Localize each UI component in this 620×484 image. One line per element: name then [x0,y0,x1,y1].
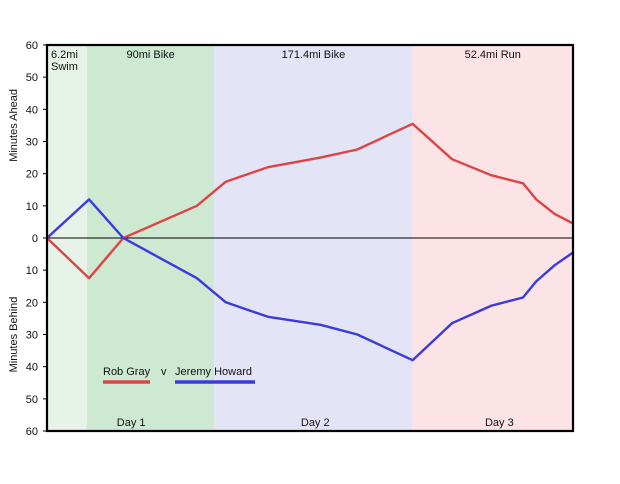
legend-separator: v [161,366,167,378]
day-labels: Day 1 Day 2 Day 3 [117,417,514,429]
y-tick-label-9: 30 [26,330,38,342]
series-line-1 [45,198,575,362]
y-tick-label-11: 50 [26,394,38,406]
stage-label-1: 90mi Bike [126,49,174,61]
stage-label-3: 52.4mi Run [465,49,521,61]
y-axis-label-behind: Minutes Behind [8,297,20,373]
y-tick-label-0: 60 [26,40,38,52]
stage-label-0-line2: Swim [51,61,78,73]
day-label-1: Day 2 [301,417,330,429]
y-tick-label-2: 40 [26,104,38,116]
y-tick-label-5: 10 [26,201,38,213]
y-tick-label-6: 0 [32,233,38,245]
series-lines [45,122,575,362]
y-tick-label-10: 40 [26,362,38,374]
y-tick-label-3: 30 [26,137,38,149]
y-tick-label-1: 50 [26,72,38,84]
legend: Rob Gray v Jeremy Howard [103,366,255,384]
stage-label-2: 171.4mi Bike [282,49,346,61]
y-tick-label-12: 60 [26,426,38,438]
legend-label-0: Rob Gray [103,366,151,378]
y-tick-label-7: 10 [26,265,38,277]
day-label-2: Day 3 [485,417,514,429]
day-label-0: Day 1 [117,417,146,429]
y-tick-label-4: 20 [26,169,38,181]
stage-label-0: 6.2mi [51,49,78,61]
y-tick-label-8: 20 [26,297,38,309]
legend-label-1: Jeremy Howard [175,366,252,378]
y-axis-label-ahead: Minutes Ahead [8,89,20,162]
y-axis-ticks: 60 50 40 30 20 10 0 10 20 30 40 50 60 [26,40,47,438]
series-line-0 [45,122,575,280]
